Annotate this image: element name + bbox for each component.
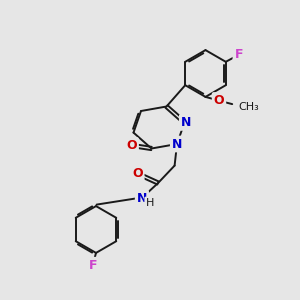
Text: CH₃: CH₃ — [238, 102, 259, 112]
Text: F: F — [234, 48, 243, 61]
Text: H: H — [146, 198, 154, 208]
Text: N: N — [137, 191, 147, 205]
Text: O: O — [126, 139, 137, 152]
Text: O: O — [132, 167, 143, 180]
Text: F: F — [89, 259, 98, 272]
Text: N: N — [172, 137, 182, 151]
Text: O: O — [214, 94, 224, 107]
Text: N: N — [181, 116, 191, 129]
